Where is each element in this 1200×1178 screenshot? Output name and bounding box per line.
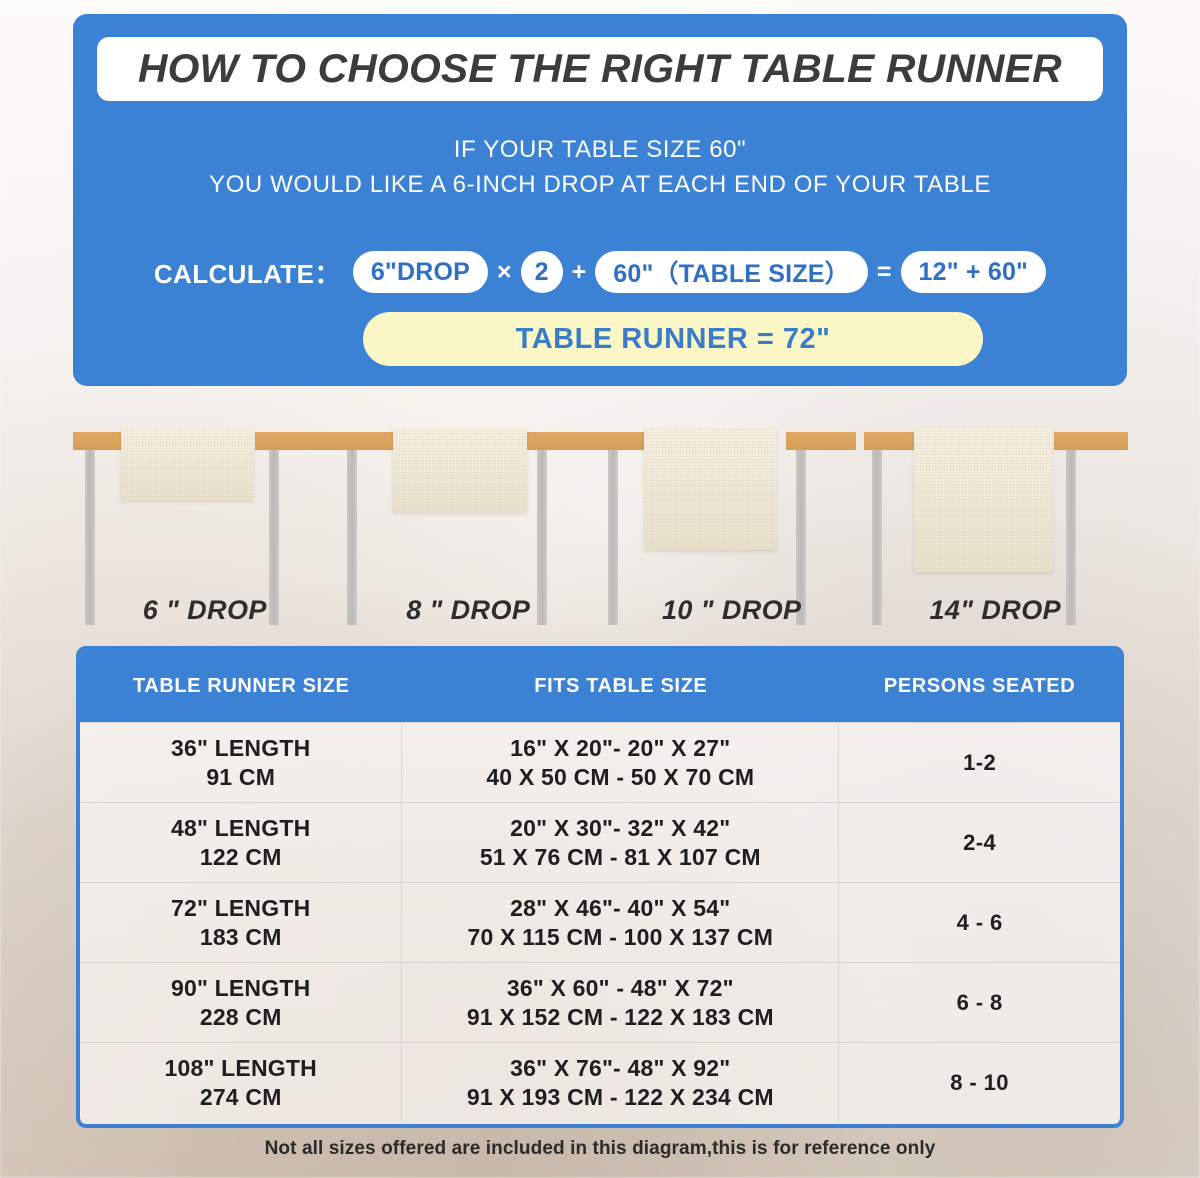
cell-persons-seated: 4 - 6 xyxy=(839,883,1120,962)
cell-persons-seated: 2-4 xyxy=(839,803,1120,882)
table-leg-icon xyxy=(796,450,806,625)
cell-fits-table-size: 20" X 30"- 32" X 42" 51 X 76 CM - 81 X 1… xyxy=(402,803,840,882)
persons-seated-value: 1-2 xyxy=(963,749,997,775)
table-leg-icon xyxy=(346,450,357,625)
fits-size-inches: 36" X 60" - 48" X 72" xyxy=(506,974,734,1001)
persons-seated-value: 8 - 10 xyxy=(950,1069,1009,1095)
fits-size-cm: 91 X 152 CM - 122 X 183 CM xyxy=(466,1003,774,1030)
table-leg-icon xyxy=(608,450,618,625)
table-size-pill: 60"（TABLE SIZE） xyxy=(595,251,868,293)
table-top-icon xyxy=(255,432,337,450)
plus-operator: + xyxy=(571,257,587,286)
table-row: 90" LENGTH 228 CM 36" X 60" - 48" X 72" … xyxy=(80,962,1120,1042)
equals-operator: = xyxy=(876,257,892,286)
drop-illustration-14in: 14" DROP xyxy=(863,420,1128,632)
persons-seated-value: 6 - 8 xyxy=(956,989,1003,1015)
cell-runner-size: 108" LENGTH 274 CM xyxy=(80,1043,403,1122)
persons-seated-value: 4 - 6 xyxy=(956,909,1003,935)
fits-size-inches: 36" X 76"- 48" X 92" xyxy=(510,1054,731,1081)
drop-label: 10 " DROP xyxy=(662,595,802,625)
cell-fits-table-size: 36" X 76"- 48" X 92" 91 X 193 CM - 122 X… xyxy=(402,1043,840,1122)
runner-size-inches: 48" LENGTH xyxy=(170,814,311,841)
table-leg-icon xyxy=(536,450,547,625)
drop-value-pill: 6"DROP xyxy=(352,251,489,293)
table-top-icon xyxy=(524,432,601,450)
table-row: 36" LENGTH 91 CM 16" X 20"- 20" X 27" 40… xyxy=(80,722,1120,802)
multiplier-pill: 2 xyxy=(520,251,563,293)
result-text: TABLE RUNNER = 72" xyxy=(515,322,831,355)
cell-fits-table-size: 28" X 46"- 40" X 54" 70 X 115 CM - 100 X… xyxy=(402,883,840,962)
table-top-icon xyxy=(786,432,856,450)
calculate-label: CALCULATE： xyxy=(153,258,341,289)
runner-size-cm: 274 CM xyxy=(199,1083,282,1110)
multiply-operator: × xyxy=(497,257,512,286)
table-top-icon xyxy=(1053,432,1128,450)
column-header-fits-table-size: FITS TABLE SIZE xyxy=(534,674,708,697)
runner-size-cm: 228 CM xyxy=(199,1003,282,1030)
fits-size-inches: 20" X 30"- 32" X 42" xyxy=(510,814,731,841)
cell-persons-seated: 6 - 8 xyxy=(839,963,1120,1042)
table-row: 108" LENGTH 274 CM 36" X 76"- 48" X 92" … xyxy=(80,1042,1120,1122)
runner-size-cm: 122 CM xyxy=(199,843,282,870)
runner-size-cm: 183 CM xyxy=(199,923,282,950)
header-panel: HOW TO CHOOSE THE RIGHT TABLE RUNNER IF … xyxy=(73,14,1127,386)
drop-illustration-8in: 8 " DROP xyxy=(336,420,601,632)
table-runner-cloth xyxy=(644,428,776,550)
column-header-persons-seated: PERSONS SEATED xyxy=(883,674,1076,697)
table-runner-cloth xyxy=(392,428,527,512)
cell-runner-size: 48" LENGTH 122 CM xyxy=(80,803,403,882)
persons-seated-value: 2-4 xyxy=(963,829,997,855)
fits-size-cm: 70 X 115 CM - 100 X 137 CM xyxy=(467,923,774,950)
page-title: HOW TO CHOOSE THE RIGHT TABLE RUNNER xyxy=(138,46,1062,91)
fits-size-cm: 40 X 50 CM - 50 X 70 CM xyxy=(486,763,755,790)
table-leg-icon xyxy=(85,450,95,625)
title-box: HOW TO CHOOSE THE RIGHT TABLE RUNNER xyxy=(97,37,1103,101)
cell-runner-size: 72" LENGTH 183 CM xyxy=(80,883,403,962)
subtitle-line-2: YOU WOULD LIKE A 6-INCH DROP AT EACH END… xyxy=(209,171,991,198)
drop-illustration-10in: 10 " DROP xyxy=(600,420,864,632)
cell-fits-table-size: 16" X 20"- 20" X 27" 40 X 50 CM - 50 X 7… xyxy=(402,723,840,802)
column-header-runner-size: TABLE RUNNER SIZE xyxy=(132,674,350,697)
table-row: 48" LENGTH 122 CM 20" X 30"- 32" X 42" 5… xyxy=(80,802,1120,882)
fits-size-inches: 28" X 46"- 40" X 54" xyxy=(510,894,731,921)
fits-size-cm: 51 X 76 CM - 81 X 107 CM xyxy=(479,843,761,870)
table-leg-icon xyxy=(269,450,279,625)
runner-size-inches: 72" LENGTH xyxy=(170,894,311,921)
drop-illustrations: 6 " DROP 8 " DROP 10 " DROP 14" DROP xyxy=(73,420,1128,632)
drop-label: 14" DROP xyxy=(929,595,1062,625)
drop-label: 8 " DROP xyxy=(406,595,531,625)
runner-size-cm: 91 CM xyxy=(206,763,276,790)
cell-fits-table-size: 36" X 60" - 48" X 72" 91 X 152 CM - 122 … xyxy=(402,963,840,1042)
runner-size-inches: 36" LENGTH xyxy=(170,734,311,761)
runner-size-inches: 90" LENGTH xyxy=(170,974,311,1001)
calculation-row: CALCULATE： 6"DROP × 2 + 60"（TABLE SIZE） … xyxy=(73,250,1127,294)
runner-size-inches: 108" LENGTH xyxy=(164,1054,317,1081)
fits-size-inches: 16" X 20"- 20" X 27" xyxy=(510,734,731,761)
cell-runner-size: 90" LENGTH 228 CM xyxy=(80,963,403,1042)
subtitle-block: IF YOUR TABLE SIZE 60" YOU WOULD LIKE A … xyxy=(73,132,1127,202)
drop-illustration-6in: 6 " DROP xyxy=(73,420,337,632)
table-top-icon xyxy=(336,432,411,450)
subtitle-line-1: IF YOUR TABLE SIZE 60" xyxy=(453,136,747,163)
table-header-row: TABLE RUNNER SIZE FITS TABLE SIZE PERSON… xyxy=(80,650,1120,722)
cell-runner-size: 36" LENGTH 91 CM xyxy=(80,723,403,802)
result-badge: TABLE RUNNER = 72" xyxy=(363,312,983,366)
size-reference-table: TABLE RUNNER SIZE FITS TABLE SIZE PERSON… xyxy=(76,646,1124,1128)
table-row: 72" LENGTH 183 CM 28" X 46"- 40" X 54" 7… xyxy=(80,882,1120,962)
table-runner-cloth xyxy=(121,428,253,500)
table-leg-icon xyxy=(1065,450,1076,625)
fits-size-cm: 91 X 193 CM - 122 X 234 CM xyxy=(466,1083,774,1110)
table-runner-cloth xyxy=(913,428,1052,572)
footnote-text: Not all sizes offered are included in th… xyxy=(264,1138,936,1159)
sum-pill: 12" + 60" xyxy=(900,251,1047,293)
cell-persons-seated: 1-2 xyxy=(839,723,1120,802)
cell-persons-seated: 8 - 10 xyxy=(839,1043,1120,1122)
table-top-icon xyxy=(863,432,920,450)
drop-label: 6 " DROP xyxy=(142,595,267,625)
table-leg-icon xyxy=(871,450,882,625)
